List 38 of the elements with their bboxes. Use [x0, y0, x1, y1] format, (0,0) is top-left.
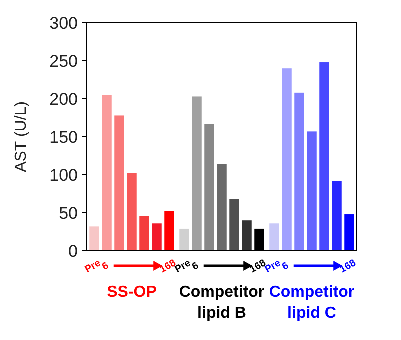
bar: [140, 216, 150, 251]
bar: [294, 92, 304, 251]
bar: [217, 164, 227, 251]
y-tick-label: 200: [50, 90, 78, 109]
x-axis-title: Competitor lipid C: [269, 284, 355, 322]
bar: [282, 68, 292, 251]
y-tick-label: 0: [68, 242, 78, 261]
bar: [320, 62, 330, 251]
bar: [102, 95, 112, 251]
bar: [114, 116, 124, 251]
x-tick-label: Pre: [84, 258, 104, 276]
x-tick-label: 6: [280, 260, 292, 273]
bar: [242, 220, 252, 251]
y-tick-label: 300: [50, 14, 78, 33]
bar: [127, 173, 137, 251]
y-tick-label: 50: [59, 204, 78, 223]
bar: [90, 226, 100, 251]
x-tick-label: 6: [100, 260, 112, 273]
x-axis-title: SS-OP: [107, 284, 158, 301]
bar: [307, 132, 317, 251]
y-tick-label: 150: [50, 128, 78, 147]
bar: [204, 124, 214, 251]
x-tick-label: Pre: [264, 258, 284, 276]
bar: [332, 181, 342, 251]
x-tick-label: 6: [190, 260, 202, 273]
y-tick-label: 250: [50, 52, 78, 71]
bar: [180, 228, 190, 251]
x-tick-label: 168: [338, 258, 359, 276]
bar: [344, 214, 354, 251]
x-tick-label: Pre: [174, 258, 194, 276]
x-axis-title: Competitor lipid B: [179, 284, 265, 322]
bar: [270, 224, 280, 251]
bar: [230, 199, 240, 251]
bar: [192, 96, 202, 251]
y-axis-title: AST (U/L): [13, 102, 30, 172]
bar: [164, 211, 174, 251]
y-tick-label: 100: [50, 166, 78, 185]
bar: [152, 224, 162, 251]
